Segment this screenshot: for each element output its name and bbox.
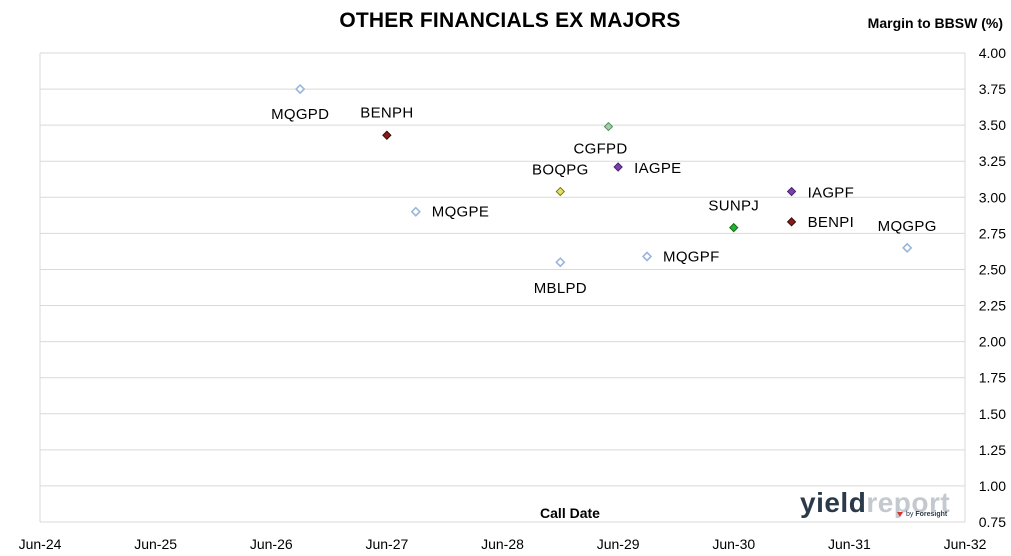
point-mqgpf bbox=[641, 251, 653, 262]
y-tick-label: 3.75 bbox=[979, 81, 1006, 97]
y-tick-label: 0.75 bbox=[979, 514, 1006, 530]
point-benph bbox=[382, 130, 392, 140]
point-mqgpd bbox=[295, 83, 306, 95]
y-tick-label: 3.50 bbox=[979, 117, 1006, 133]
point-boqpg bbox=[555, 186, 566, 197]
point-label-boqpg: BOQPG bbox=[532, 162, 589, 179]
point-label-benpi: BENPI bbox=[808, 214, 855, 231]
y-tick-label: 1.00 bbox=[979, 478, 1006, 494]
x-tick-label: Jun-30 bbox=[712, 536, 755, 552]
x-tick-label: Jun-32 bbox=[944, 536, 987, 552]
point-label-iagpf: IAGPF bbox=[808, 185, 855, 202]
point-label-mqgpd: MQGPD bbox=[271, 106, 329, 123]
point-label-mqgpf: MQGPF bbox=[663, 248, 720, 265]
y-tick-label: 2.25 bbox=[979, 298, 1006, 314]
y-tick-label: 4.00 bbox=[979, 45, 1006, 61]
point-label-benph: BENPH bbox=[360, 104, 413, 121]
logo-word-dark: yield bbox=[800, 487, 867, 518]
point-iagpe bbox=[613, 162, 623, 172]
point-mqgpe bbox=[410, 206, 421, 217]
point-sunpj bbox=[729, 222, 739, 233]
y-tick-label: 3.25 bbox=[979, 153, 1006, 169]
y-tick-label: 1.75 bbox=[979, 370, 1006, 386]
yieldreport-logo: yieldreport by Foresight bbox=[800, 487, 960, 519]
point-mqgpg bbox=[902, 242, 913, 253]
y-tick-label: 1.25 bbox=[979, 442, 1006, 458]
point-label-mqgpg: MQGPG bbox=[878, 218, 937, 235]
point-label-iagpe: IAGPE bbox=[634, 160, 681, 177]
point-label-sunpj: SUNPJ bbox=[708, 198, 759, 215]
point-cgfpd bbox=[603, 121, 614, 132]
x-tick-label: Jun-29 bbox=[597, 536, 640, 552]
x-tick-label: Jun-27 bbox=[365, 536, 408, 552]
logo-triangle-icon bbox=[897, 512, 903, 517]
x-tick-label: Jun-28 bbox=[481, 536, 524, 552]
point-label-mblpd: MBLPD bbox=[534, 280, 587, 297]
chart-title: OTHER FINANCIALS EX MAJORS bbox=[339, 9, 681, 32]
point-mblpd bbox=[555, 257, 566, 268]
x-tick-label: Jun-26 bbox=[250, 536, 293, 552]
logo-word-light: report bbox=[866, 487, 951, 518]
point-label-mqgpe: MQGPE bbox=[432, 204, 489, 221]
logo-byline: by Foresight bbox=[906, 511, 947, 518]
logo-brand: Foresight bbox=[915, 511, 948, 518]
point-label-cgfpd: CGFPD bbox=[573, 141, 627, 158]
x-tick-label: Jun-31 bbox=[828, 536, 871, 552]
logo-by: by bbox=[906, 511, 914, 518]
x-tick-label: Jun-24 bbox=[19, 536, 62, 552]
y-tick-label: 2.75 bbox=[979, 225, 1006, 241]
y-tick-label: 2.00 bbox=[979, 334, 1006, 350]
point-benpi bbox=[786, 217, 797, 227]
y-tick-label: 3.00 bbox=[979, 189, 1006, 205]
point-iagpf bbox=[786, 186, 797, 197]
y-tick-label: 2.50 bbox=[979, 261, 1006, 277]
x-axis-label: Call Date bbox=[540, 505, 600, 521]
x-tick-label: Jun-25 bbox=[134, 536, 177, 552]
y-axis-label: Margin to BBSW (%) bbox=[867, 15, 1003, 31]
y-tick-label: 1.50 bbox=[979, 406, 1006, 422]
logo-wordmark: yieldreport bbox=[800, 487, 950, 519]
